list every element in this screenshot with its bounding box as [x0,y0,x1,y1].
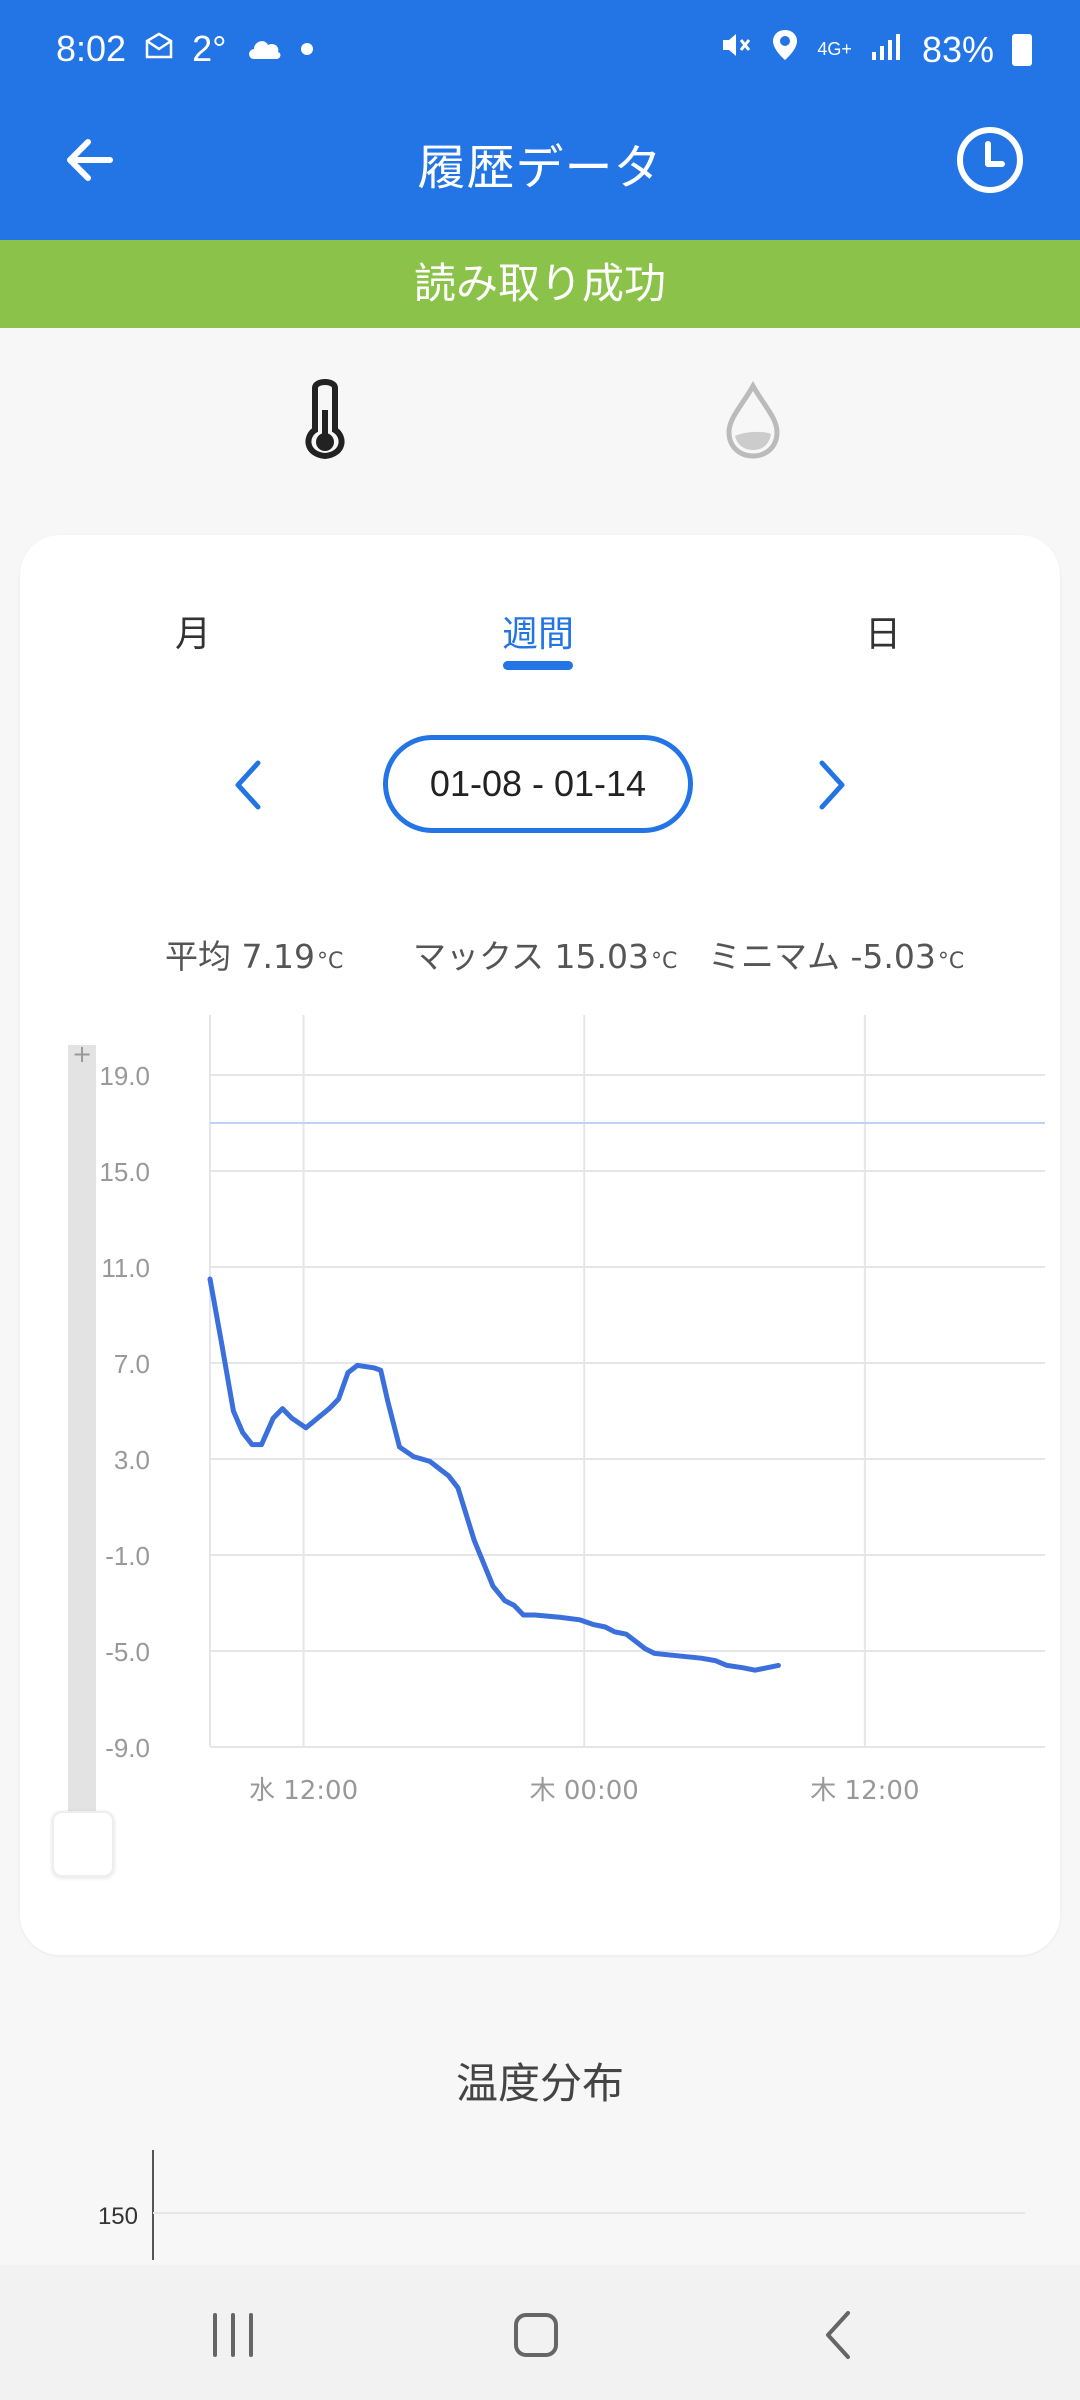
stat-average-label: 平均 [165,937,231,976]
x-tick-label: 木 00:00 [530,1776,639,1806]
tab-month[interactable]: 月 [174,614,211,655]
stat-minimum-label: ミニマム [708,937,840,976]
signal-icon [870,29,904,71]
tab-week[interactable]: 週間 [501,614,574,655]
x-tick-label: 木 12:00 [810,1776,919,1806]
date-navigation: 01-08 - 01-14 [20,735,1060,835]
status-temperature: 2° [192,28,227,69]
date-range-selector[interactable]: 01-08 - 01-14 [383,735,693,833]
mute-icon [719,28,753,71]
y-tick-label: 15.0 [99,1157,150,1187]
distribution-title: 温度分布 [455,2059,624,2108]
sensor-tab-humidity[interactable] [703,370,803,470]
distribution-y-tick: 150 [98,2203,138,2230]
stat-unit: °C [316,949,344,974]
water-drop-icon [726,380,780,459]
battery-level: 83% [921,28,994,70]
stat-maximum-label: マックス [413,937,545,976]
thermometer-icon [305,379,345,460]
y-tick-label: 19.0 [99,1061,150,1091]
y-tick-label: -9.0 [105,1733,150,1763]
next-period-button[interactable] [800,755,860,815]
stat-average-value: 7.19 [241,937,315,976]
location-icon [771,28,799,71]
y-tick-label: -5.0 [105,1637,150,1667]
series-line [207,1276,781,1673]
sensor-tabs [0,340,1080,490]
recents-button[interactable] [193,2295,273,2375]
chevron-left-icon [826,2311,850,2359]
x-tick-label: 水 12:00 [249,1776,358,1806]
clock-icon [957,127,1023,193]
zoom-slider-track[interactable] [68,1045,96,1817]
back-button[interactable] [50,120,130,200]
stat-unit: °C [937,949,965,974]
home-button[interactable] [496,2295,576,2375]
battery-icon [1012,33,1032,66]
y-tick-label: 11.0 [101,1253,150,1283]
status-time: 8:02 [56,28,127,69]
temperature-chart-svg: 19.0 15.0 11.0 7.0 3.0 -1.0 -5.0 -9.0 水 12:00 木 0… [99,1015,1045,1806]
y-tick-label: 3.0 [114,1445,150,1475]
stat-maximum: マックス 15.03°C [413,930,677,978]
notification-dot-icon [300,43,313,55]
status-bar: 8:02 2° 4G+ 83% [0,0,1080,100]
y-tick-label: -1.0 [105,1541,150,1571]
arrow-left-icon [67,139,113,181]
stat-maximum-value: 15.03 [554,937,649,976]
stats-summary: 平均 7.19°C マックス 15.03°C ミニマム -5.03°C [20,930,1060,990]
zoom-slider-thumb[interactable] [52,1811,114,1877]
read-success-banner: 読み取り成功 [0,240,1080,328]
stat-minimum: ミニマム -5.03°C [708,930,964,978]
history-button[interactable] [950,120,1030,200]
y-tick-label: 7.0 [114,1349,150,1379]
active-tab-indicator [503,661,573,670]
zoom-plus-label: + [71,1040,93,1068]
system-back-button[interactable] [800,2295,880,2375]
page-title: 履歴データ [417,140,663,196]
home-icon [514,2313,558,2357]
stat-minimum-value: -5.03 [850,937,936,976]
stat-unit: °C [651,949,678,974]
chevron-right-icon [819,760,845,810]
temperature-chart[interactable]: 19.0 15.0 11.0 7.0 3.0 -1.0 -5.0 -9.0 水 12:00 木 0… [20,1005,1060,1965]
chevron-left-icon [235,760,261,810]
range-tabs: 月 週間 日 [20,605,1060,685]
system-navigation-bar [0,2265,1080,2400]
app-bar: 履歴データ [0,100,1080,240]
tab-day[interactable]: 日 [864,614,901,655]
cloud-icon [245,28,283,70]
network-type: 4G+ [817,39,852,59]
sensor-tab-temperature[interactable] [275,370,375,470]
recents-icon [213,2313,253,2357]
distribution-chart: 150 [0,2140,1080,2260]
history-card: 月 週間 日 01-08 - 01-14 平均 7.19°C マックス 15.0… [20,535,1060,1955]
stat-average: 平均 7.19°C [165,930,343,978]
previous-period-button[interactable] [220,755,280,815]
mail-notification-icon [144,28,174,70]
